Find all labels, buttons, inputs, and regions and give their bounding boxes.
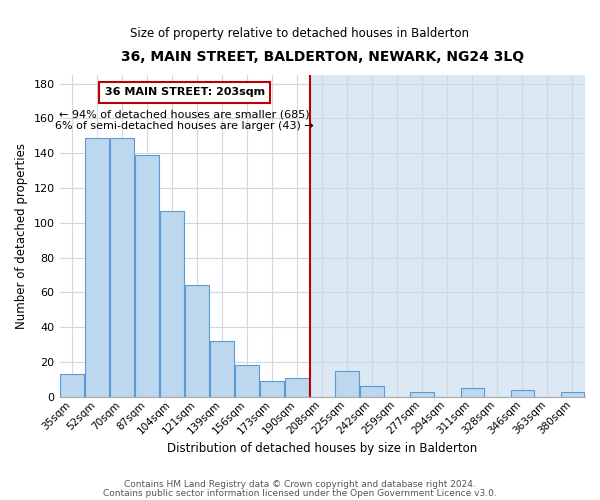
Bar	[110, 138, 134, 397]
Y-axis label: Number of detached properties: Number of detached properties	[15, 143, 28, 329]
Bar	[185, 286, 209, 397]
Bar	[410, 392, 434, 397]
Bar	[286, 378, 309, 397]
Bar	[335, 370, 359, 397]
Bar	[235, 366, 259, 397]
Bar	[461, 388, 484, 397]
Text: 36 MAIN STREET: 203sqm: 36 MAIN STREET: 203sqm	[104, 87, 265, 97]
Bar	[361, 386, 384, 397]
Bar	[210, 341, 234, 397]
Bar	[260, 381, 284, 397]
Bar	[60, 374, 84, 397]
Bar	[85, 138, 109, 397]
X-axis label: Distribution of detached houses by size in Balderton: Distribution of detached houses by size …	[167, 442, 478, 455]
Bar	[310, 75, 585, 397]
Text: ← 94% of detached houses are smaller (685)
6% of semi-detached houses are larger: ← 94% of detached houses are smaller (68…	[55, 110, 314, 132]
Text: Contains HM Land Registry data © Crown copyright and database right 2024.: Contains HM Land Registry data © Crown c…	[124, 480, 476, 489]
Bar	[135, 155, 159, 397]
Bar	[160, 210, 184, 397]
Title: 36, MAIN STREET, BALDERTON, NEWARK, NG24 3LQ: 36, MAIN STREET, BALDERTON, NEWARK, NG24…	[121, 50, 524, 64]
Text: Contains public sector information licensed under the Open Government Licence v3: Contains public sector information licen…	[103, 489, 497, 498]
Text: Size of property relative to detached houses in Balderton: Size of property relative to detached ho…	[131, 28, 470, 40]
Bar	[511, 390, 535, 397]
Bar	[560, 392, 584, 397]
